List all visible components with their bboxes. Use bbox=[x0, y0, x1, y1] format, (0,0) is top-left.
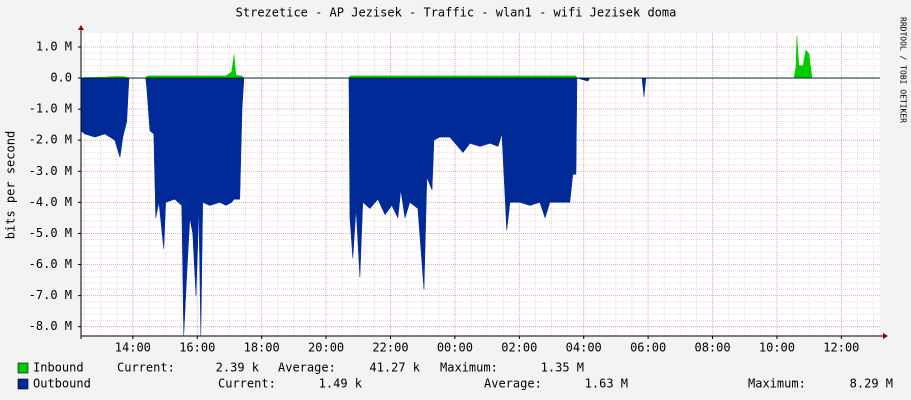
y-tick-label: -5.0 M bbox=[29, 226, 72, 240]
y-tick-label: 0.0 bbox=[50, 71, 72, 85]
y-tick-label: -3.0 M bbox=[29, 164, 72, 178]
legend-stat-label: Average: bbox=[278, 361, 336, 375]
x-tick-label: 20:00 bbox=[308, 341, 344, 355]
legend-stat-value: 1.49 k bbox=[319, 377, 363, 391]
x-tick-label: 14:00 bbox=[115, 341, 151, 355]
legend-stat-value: 41.27 k bbox=[369, 361, 420, 375]
legend-stat-label: Maximum: bbox=[748, 377, 806, 391]
legend-label: Inbound bbox=[33, 361, 84, 375]
legend-stat-value: 1.63 M bbox=[585, 377, 628, 391]
y-tick-label: -8.0 M bbox=[29, 319, 72, 333]
legend-label: Outbound bbox=[33, 377, 91, 391]
legend-swatch bbox=[17, 362, 29, 374]
y-tick-label: -1.0 M bbox=[29, 102, 72, 116]
area bbox=[80, 77, 880, 337]
y-tick-label: 1.0 M bbox=[36, 39, 72, 53]
area bbox=[80, 36, 880, 79]
y-tick-label: -4.0 M bbox=[29, 195, 72, 209]
x-axis-arrow bbox=[883, 333, 888, 339]
legend-stat-label: Maximum: bbox=[440, 361, 498, 375]
y-axis-title: bits per second bbox=[4, 131, 18, 239]
y-tick-label: -7.0 M bbox=[29, 288, 72, 302]
x-tick-label: 16:00 bbox=[179, 341, 215, 355]
areas bbox=[80, 36, 880, 337]
x-tick-label: 00:00 bbox=[437, 341, 473, 355]
axes: 1.0 M 0.0 -1.0 M -2.0 M -3.0 M -4.0 M -5.0 M -6… bbox=[29, 25, 888, 355]
x-tick-label: 10:00 bbox=[759, 341, 795, 355]
legend-stat-label: Average: bbox=[484, 377, 542, 391]
legend: Inbound Current: 2.39 k Average: 41.27 k Maxi… bbox=[17, 361, 893, 391]
legend-stat-value: 2.39 k bbox=[216, 361, 260, 375]
x-tick-label: 02:00 bbox=[501, 341, 537, 355]
legend-stat-value: 8.29 M bbox=[850, 377, 893, 391]
watermark: RRDTOOL / TOBI OETIKER bbox=[899, 17, 908, 123]
legend-swatch bbox=[17, 378, 29, 390]
legend-stat-label: Current: bbox=[117, 361, 175, 375]
legend-stat-label: Current: bbox=[218, 377, 276, 391]
y-axis-arrow bbox=[78, 25, 84, 30]
x-tick-label: 22:00 bbox=[372, 341, 408, 355]
legend-stat-value: 1.35 M bbox=[541, 361, 584, 375]
x-tick-label: 06:00 bbox=[630, 341, 666, 355]
x-tick-label: 08:00 bbox=[694, 341, 730, 355]
x-tick-label: 04:00 bbox=[566, 341, 602, 355]
x-tick-label: 18:00 bbox=[244, 341, 280, 355]
y-tick-label: -2.0 M bbox=[29, 133, 72, 147]
y-tick-label: -6.0 M bbox=[29, 257, 72, 271]
chart-title: Strezetice - AP Jezisek - Traffic - wlan… bbox=[236, 6, 677, 20]
x-tick-label: 12:00 bbox=[823, 341, 859, 355]
